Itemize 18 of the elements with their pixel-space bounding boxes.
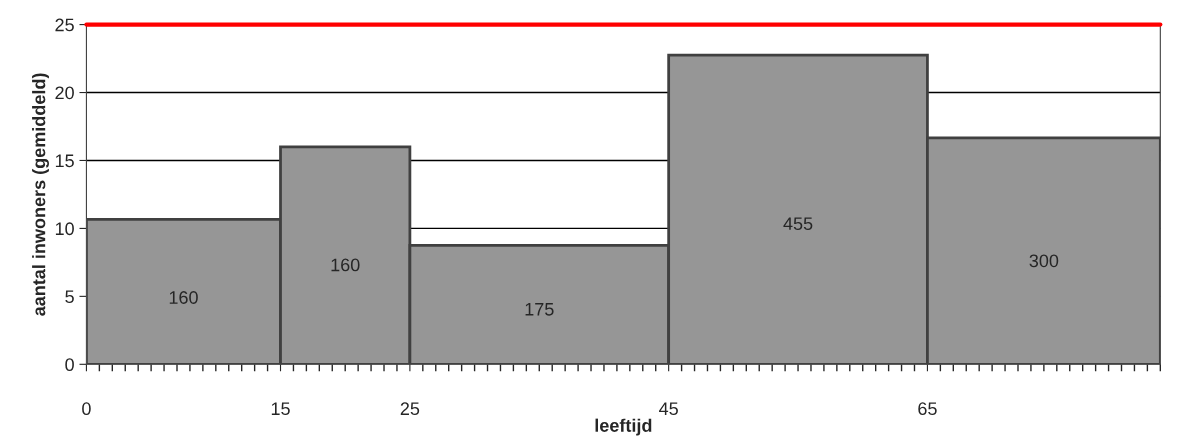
- annotation: 160: [331, 258, 360, 272]
- y-tick-label: 0: [65, 358, 74, 372]
- y-tick-label: 10: [55, 222, 74, 236]
- y-axis-title: aantal inwoners (gemiddeld): [32, 73, 49, 316]
- x-tick-label: 15: [271, 402, 290, 416]
- y-tick-label: 25: [55, 18, 74, 32]
- y-tick-label: 20: [55, 86, 74, 100]
- x-tick-label: 25: [400, 402, 420, 416]
- annotation: 160: [169, 291, 198, 304]
- y-tick-label: 15: [55, 154, 74, 168]
- x-tick-label: 65: [918, 402, 937, 416]
- x-axis-title: leeftijd: [595, 418, 652, 436]
- annotation: 175: [525, 303, 554, 316]
- annotation: 455: [783, 217, 813, 231]
- x-tick-label: 45: [659, 402, 678, 416]
- x-tick-label: 0: [82, 402, 91, 416]
- y-tick-label: 5: [65, 290, 74, 304]
- annotation: 300: [1029, 254, 1059, 268]
